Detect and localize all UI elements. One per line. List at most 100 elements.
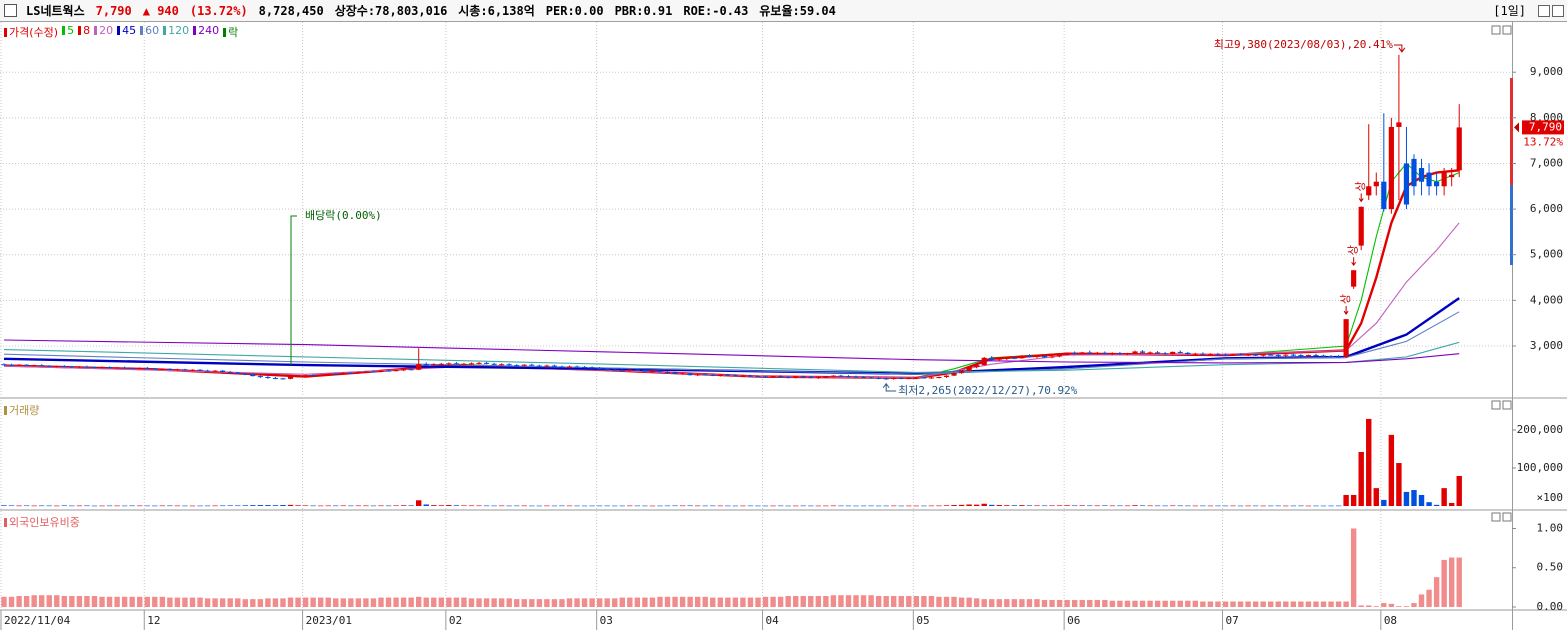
candle-body [1366, 186, 1372, 196]
bar [370, 505, 377, 507]
legend-item: 5 [62, 24, 74, 40]
candle-body [401, 369, 407, 371]
candle-body [1072, 352, 1078, 354]
bar [38, 505, 45, 507]
candle-body [634, 369, 640, 371]
candle-body [431, 364, 437, 366]
bar [800, 505, 806, 507]
bar [400, 505, 407, 506]
panel-button[interactable] [1502, 25, 1512, 35]
candle-body [99, 366, 105, 368]
bar [1064, 505, 1070, 506]
ma-line [3, 339, 1460, 364]
bar [265, 505, 271, 506]
bar [747, 505, 754, 507]
panel-button[interactable] [1502, 400, 1512, 410]
candle-body [1373, 181, 1379, 187]
candle-body [114, 367, 120, 369]
unit-label: ×100 [1537, 491, 1564, 504]
candle-body [204, 370, 211, 372]
bar [1215, 601, 1221, 607]
bar [1147, 505, 1153, 507]
bar [99, 596, 105, 607]
bar [906, 596, 912, 607]
bar [31, 505, 37, 507]
bar [891, 505, 897, 507]
bar [1132, 600, 1138, 607]
bar [529, 505, 535, 507]
bar [167, 505, 173, 507]
candle-body [679, 373, 686, 375]
title-swatch [4, 518, 7, 527]
period[interactable]: [1일] [1493, 4, 1526, 18]
candle-body [657, 371, 663, 373]
bar [91, 596, 98, 607]
x-tick-label: 07 [1225, 614, 1238, 627]
candle-body [446, 363, 452, 365]
legend-swatch [78, 26, 82, 35]
bar [1056, 599, 1063, 607]
bar [159, 505, 166, 507]
candle-body [951, 372, 957, 376]
candle-body [514, 365, 520, 367]
bar [875, 596, 882, 607]
candle-body [687, 373, 693, 376]
legend-item: 120 [163, 24, 189, 40]
bar [1320, 601, 1327, 607]
legend-swatch [4, 28, 7, 37]
candle-body [1102, 352, 1108, 354]
candle-body [958, 371, 965, 373]
candle-body [725, 374, 731, 376]
bar [951, 505, 957, 506]
bar [996, 505, 1002, 506]
candle-body [1290, 354, 1296, 356]
per: PER:0.00 [545, 3, 604, 18]
bar [710, 505, 716, 507]
bar [943, 596, 950, 607]
candle-body [122, 367, 128, 369]
y-tick-label: 200,000 [1517, 423, 1563, 436]
candle-body [24, 364, 30, 366]
candle-body [1222, 354, 1229, 356]
title-swatch [4, 406, 7, 415]
bar [943, 505, 950, 506]
panel-button[interactable] [1491, 25, 1501, 35]
legend-label: 60 [145, 24, 160, 37]
bar [325, 597, 331, 607]
panel-title-text: 거래량 [9, 404, 40, 417]
panel-button[interactable] [1491, 512, 1501, 522]
bar [1350, 528, 1357, 607]
candle-body [91, 366, 98, 368]
candle-body [106, 366, 113, 368]
candle-body [1200, 353, 1206, 355]
candle-body [1170, 351, 1176, 354]
restore-button[interactable] [1538, 5, 1550, 17]
candle-body [1215, 354, 1221, 356]
candle-body [340, 372, 346, 375]
checkbox[interactable] [4, 4, 17, 17]
candle-body [1207, 354, 1213, 356]
bar [114, 505, 120, 507]
bar [348, 598, 354, 607]
panel-button[interactable] [1502, 512, 1512, 522]
bar [415, 500, 422, 506]
bar [1222, 601, 1229, 607]
bar [129, 505, 135, 507]
candle-body [333, 373, 339, 375]
bar [1200, 601, 1206, 607]
x-tick-label: 08 [1384, 614, 1397, 627]
panel-buttons [1491, 25, 1512, 522]
bar [46, 505, 52, 507]
bar [333, 505, 339, 507]
bar [235, 598, 241, 607]
candle-body [1132, 351, 1138, 354]
bar [8, 596, 15, 607]
dividend-line [290, 215, 297, 365]
candle-body [416, 364, 422, 370]
bar [717, 597, 723, 607]
bar [1426, 589, 1432, 607]
bar [1071, 505, 1078, 507]
panel-button[interactable] [1491, 400, 1501, 410]
close-button[interactable] [1552, 5, 1564, 17]
